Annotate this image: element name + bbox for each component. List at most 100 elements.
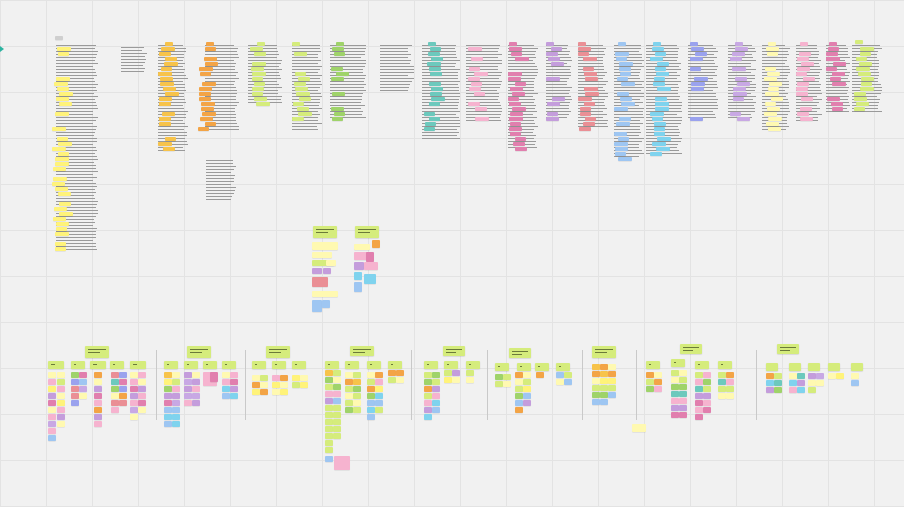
affinity-sticky-note[interactable] bbox=[325, 405, 333, 411]
sticky-note-lime[interactable] bbox=[854, 92, 866, 96]
sticky-note-magenta[interactable] bbox=[832, 107, 843, 111]
affinity-sticky-note[interactable] bbox=[164, 414, 172, 420]
affinity-sticky-note[interactable] bbox=[375, 386, 383, 392]
affinity-sticky-note[interactable] bbox=[851, 373, 859, 379]
sticky-note-lime[interactable] bbox=[254, 52, 266, 56]
affinity-sticky-note[interactable] bbox=[325, 426, 333, 432]
sticky-note-green[interactable] bbox=[334, 112, 345, 116]
affinity-sticky-note[interactable] bbox=[172, 379, 180, 385]
sticky-note-red[interactable] bbox=[578, 47, 591, 51]
affinity-sticky-note[interactable] bbox=[260, 382, 268, 388]
column-title-note[interactable] bbox=[768, 42, 776, 46]
sticky-note-red[interactable] bbox=[585, 117, 596, 121]
affinity-sticky-note[interactable] bbox=[333, 405, 341, 411]
sticky-note-yellow[interactable] bbox=[58, 52, 69, 56]
affinity-sticky-note[interactable] bbox=[79, 372, 87, 378]
affinity-sticky-note[interactable] bbox=[325, 456, 333, 462]
affinity-sticky-note[interactable] bbox=[718, 386, 726, 392]
summary-sticky-note[interactable] bbox=[312, 252, 332, 258]
affinity-sticky-note[interactable] bbox=[184, 400, 192, 406]
sticky-note-pink[interactable] bbox=[801, 97, 813, 101]
affinity-header-note[interactable] bbox=[252, 361, 266, 369]
affinity-header-note[interactable] bbox=[444, 361, 458, 369]
affinity-sticky-note[interactable] bbox=[353, 386, 361, 392]
sticky-note-blue[interactable] bbox=[615, 147, 628, 151]
sticky-note-magenta[interactable] bbox=[509, 127, 522, 131]
sticky-note-amber[interactable] bbox=[161, 47, 175, 51]
affinity-sticky-note[interactable] bbox=[71, 372, 79, 378]
sticky-note-yellow[interactable] bbox=[59, 202, 71, 206]
sticky-note-pale-yellow[interactable] bbox=[765, 102, 776, 106]
affinity-sticky-note[interactable] bbox=[325, 384, 333, 390]
affinity-sticky-note[interactable] bbox=[130, 407, 138, 413]
affinity-sticky-note[interactable] bbox=[695, 379, 703, 385]
affinity-sticky-note[interactable] bbox=[703, 379, 711, 385]
sticky-note-orange[interactable] bbox=[201, 107, 214, 111]
affinity-sticky-note[interactable] bbox=[111, 400, 119, 406]
sticky-note-yellow[interactable] bbox=[55, 162, 69, 166]
column-title-note[interactable] bbox=[55, 36, 63, 40]
sticky-note-red[interactable] bbox=[584, 87, 598, 91]
affinity-sticky-note[interactable] bbox=[495, 381, 503, 387]
affinity-header-note[interactable] bbox=[828, 363, 840, 371]
affinity-sticky-note[interactable] bbox=[94, 379, 102, 385]
affinity-sticky-note[interactable] bbox=[679, 384, 687, 390]
sticky-note-cyan[interactable] bbox=[652, 117, 663, 121]
affinity-sticky-note[interactable] bbox=[515, 407, 523, 413]
affinity-sticky-note[interactable] bbox=[222, 386, 230, 392]
column-title-note[interactable] bbox=[165, 42, 173, 46]
sticky-note-violet[interactable] bbox=[691, 87, 704, 91]
sticky-note-red[interactable] bbox=[580, 107, 591, 111]
sticky-note-red[interactable] bbox=[583, 57, 597, 61]
sticky-note-yellow[interactable] bbox=[55, 157, 69, 161]
sticky-note-cyan[interactable] bbox=[652, 142, 666, 146]
sticky-note-green[interactable] bbox=[332, 117, 343, 121]
affinity-sticky-note[interactable] bbox=[325, 377, 333, 383]
affinity-sticky-note[interactable] bbox=[94, 400, 102, 406]
affinity-sticky-note[interactable] bbox=[515, 386, 523, 392]
affinity-sticky-note[interactable] bbox=[292, 375, 300, 381]
sticky-note-lime[interactable] bbox=[860, 47, 874, 51]
affinity-sticky-note[interactable] bbox=[375, 379, 383, 385]
sticky-note-pink[interactable] bbox=[471, 82, 482, 86]
column-title-note[interactable] bbox=[428, 42, 436, 46]
sticky-note-lime[interactable] bbox=[294, 82, 306, 86]
sticky-note-amber[interactable] bbox=[158, 72, 172, 76]
sticky-note-teal[interactable] bbox=[424, 112, 435, 116]
sticky-note-lavender[interactable] bbox=[735, 47, 748, 51]
affinity-sticky-note[interactable] bbox=[192, 393, 200, 399]
affinity-sticky-note[interactable] bbox=[679, 377, 687, 383]
affinity-sticky-note[interactable] bbox=[138, 372, 146, 378]
affinity-sticky-note[interactable] bbox=[816, 380, 824, 386]
sticky-note-pink[interactable] bbox=[800, 107, 812, 111]
sticky-note-violet[interactable] bbox=[690, 57, 703, 61]
sticky-note-magenta[interactable] bbox=[509, 102, 521, 106]
sticky-note-orange[interactable] bbox=[199, 87, 212, 91]
affinity-sticky-note[interactable] bbox=[718, 393, 726, 399]
sticky-note-blue[interactable] bbox=[616, 57, 627, 61]
affinity-sticky-note[interactable] bbox=[210, 372, 218, 382]
sticky-note-lime[interactable] bbox=[252, 87, 264, 91]
affinity-sticky-note[interactable] bbox=[432, 407, 440, 413]
affinity-sticky-note[interactable] bbox=[172, 372, 180, 378]
sticky-note-yellow[interactable] bbox=[56, 227, 67, 231]
affinity-sticky-note[interactable] bbox=[367, 407, 375, 413]
affinity-sticky-note[interactable] bbox=[797, 380, 805, 386]
affinity-sticky-note[interactable] bbox=[523, 393, 531, 399]
affinity-sticky-note[interactable] bbox=[130, 372, 138, 378]
affinity-header-note[interactable] bbox=[671, 359, 685, 367]
column-title-note[interactable] bbox=[690, 42, 698, 46]
column-title-note[interactable] bbox=[336, 42, 344, 46]
sticky-note-cyan[interactable] bbox=[655, 67, 666, 71]
sticky-note-lime[interactable] bbox=[854, 107, 865, 111]
affinity-sticky-note[interactable] bbox=[797, 387, 805, 393]
sticky-note-cyan[interactable] bbox=[656, 72, 669, 76]
sticky-note-pink[interactable] bbox=[468, 102, 480, 106]
affinity-sticky-note[interactable] bbox=[353, 407, 361, 413]
affinity-sticky-note[interactable] bbox=[671, 391, 679, 397]
sticky-note-pale-yellow[interactable] bbox=[767, 52, 778, 56]
summary-sticky-note[interactable] bbox=[354, 272, 362, 280]
sticky-note-red[interactable] bbox=[579, 127, 591, 131]
affinity-sticky-note[interactable] bbox=[592, 378, 600, 384]
affinity-sticky-note[interactable] bbox=[57, 407, 65, 413]
